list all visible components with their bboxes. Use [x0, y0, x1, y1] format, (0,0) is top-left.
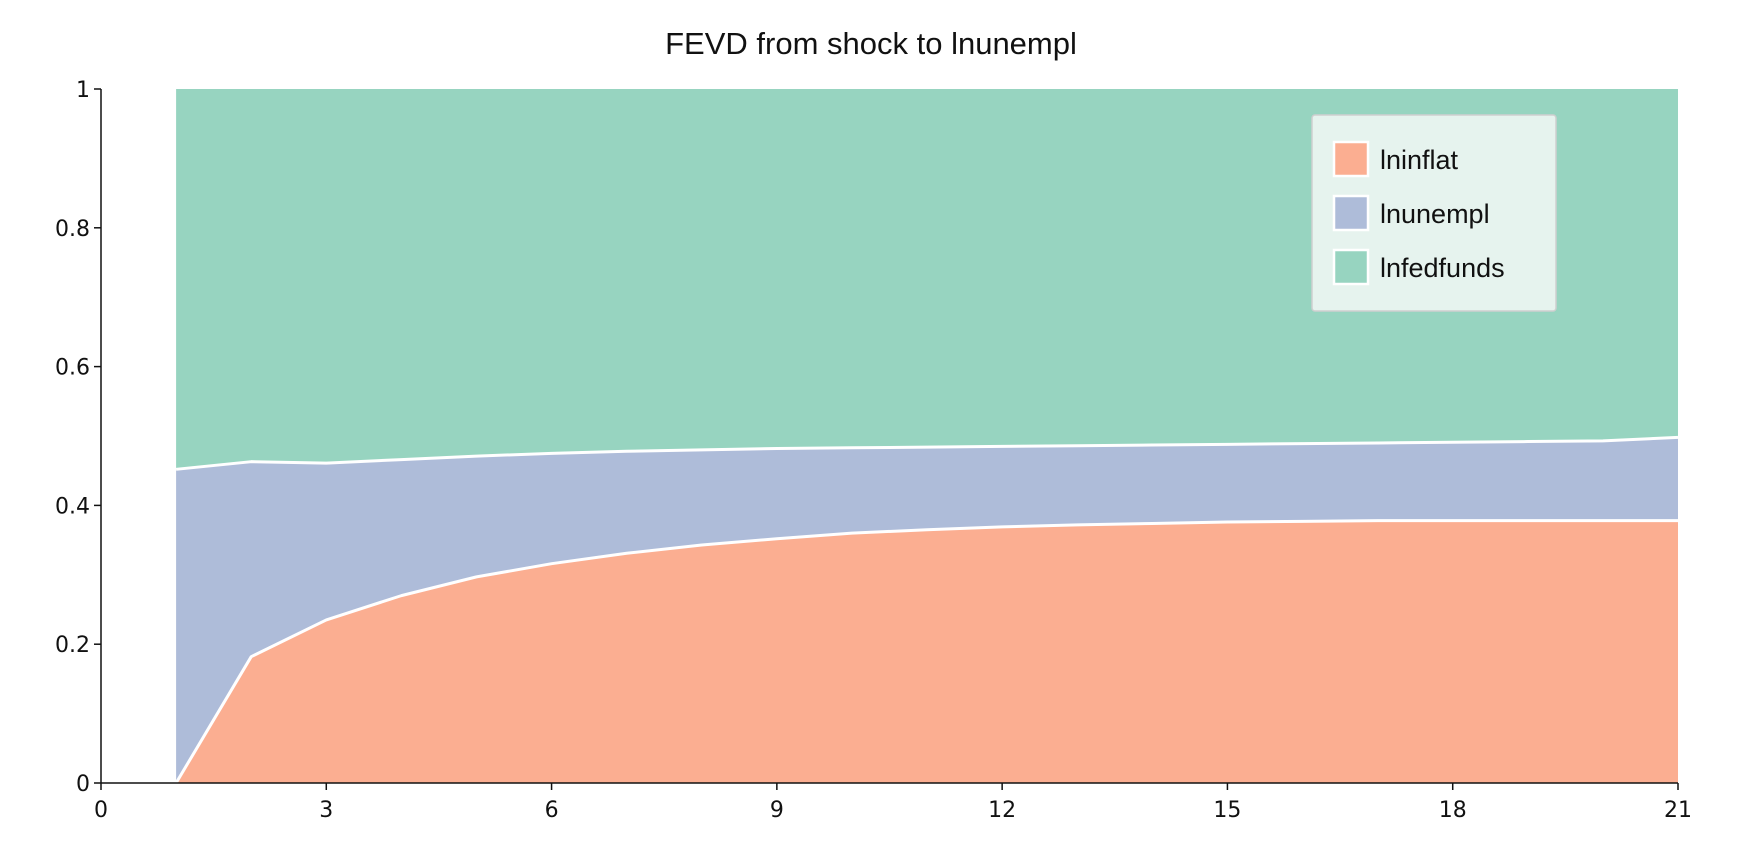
x-tick-label-0: 0: [94, 798, 108, 823]
area-lnunempl: [176, 437, 1679, 783]
x-tick-label-3: 3: [319, 798, 333, 823]
x-tick-label-12: 12: [988, 798, 1016, 823]
x-tick-label-6: 6: [545, 798, 559, 823]
legend: lninflat lnunempl lnfedfunds: [1311, 114, 1557, 312]
y-tick-label-0.6: 0.6: [55, 356, 90, 381]
x-tick-label-15: 15: [1213, 798, 1241, 823]
y-tick-label-0.4: 0.4: [55, 494, 90, 519]
stacked-areas: [176, 89, 1679, 783]
legend-swatch-lnfedfunds: [1332, 248, 1370, 286]
legend-swatch-lninflat: [1332, 140, 1370, 178]
x-tick-label-9: 9: [770, 798, 784, 823]
legend-label-lnunempl: lnunempl: [1380, 199, 1490, 229]
area-lninflat: [176, 520, 1679, 783]
x-tick-label-21: 21: [1664, 798, 1692, 823]
axes: 0 3 6 9 12 15 18 21 0 0.2 0.4 0.6 0.8 1: [55, 78, 1692, 823]
chart-title: FEVD from shock to lnunempl: [665, 26, 1077, 61]
series-boundaries: [174, 435, 1679, 784]
legend-label-lninflat: lninflat: [1380, 145, 1459, 175]
y-tick-label-0: 0: [76, 772, 90, 797]
area-lnfedfunds: [176, 89, 1679, 470]
y-tick-label-0.8: 0.8: [55, 217, 90, 242]
legend-box: [1311, 114, 1557, 312]
x-tick-label-18: 18: [1439, 798, 1467, 823]
legend-label-lnfedfunds: lnfedfunds: [1380, 253, 1505, 283]
y-tick-label-0.2: 0.2: [55, 633, 90, 658]
boundary-lnunempl: [175, 435, 1679, 471]
legend-swatch-lnunempl: [1332, 194, 1370, 232]
boundary-lninflat: [174, 519, 1678, 784]
y-tick-label-1: 1: [76, 78, 90, 103]
